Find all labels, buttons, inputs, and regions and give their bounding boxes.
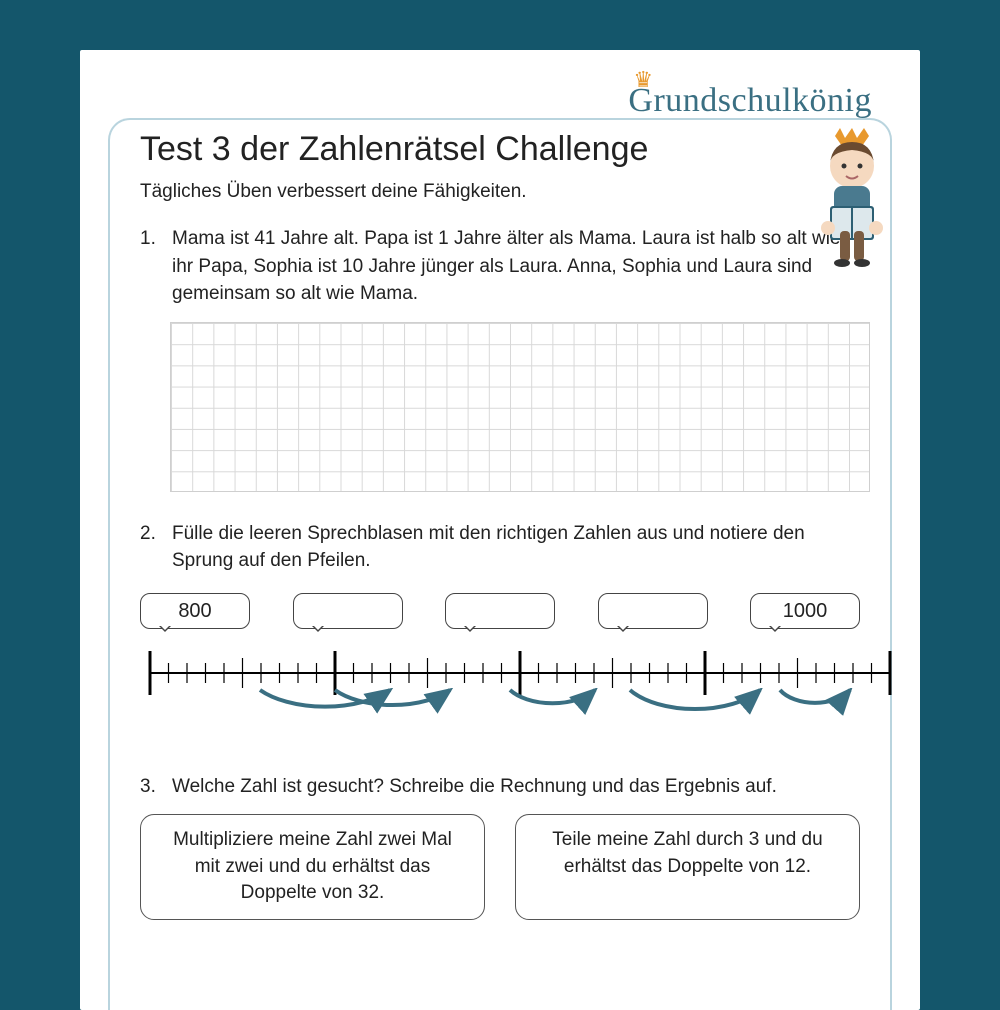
logo-text: Grundschulkönig	[628, 82, 872, 119]
jump-arcs-icon	[140, 688, 900, 748]
task-number: 3.	[140, 773, 162, 801]
answer-grid[interactable]	[170, 322, 870, 492]
mascot-boy-icon	[802, 128, 902, 268]
content-area: Test 3 der Zahlenrätsel Challenge Täglic…	[120, 80, 880, 920]
task-2: 2. Fülle die leeren Sprechblasen mit den…	[140, 520, 860, 575]
numberline-exercise: 800 1000	[140, 593, 860, 743]
task-1: 1. Mama ist 41 Jahre alt. Papa ist 1 Jah…	[140, 225, 860, 308]
task-3: 3. Welche Zahl ist gesucht? Schreibe die…	[140, 773, 860, 801]
speech-bubble[interactable]: 1000	[750, 593, 860, 629]
subtitle: Tägliches Üben verbessert deine Fähigkei…	[140, 181, 860, 203]
task-text: Welche Zahl ist gesucht? Schreibe die Re…	[172, 773, 860, 801]
brand-logo: ♛ Grundschulkönig	[628, 82, 872, 120]
speech-bubble[interactable]	[445, 593, 555, 629]
speech-bubble[interactable]: 800	[140, 593, 250, 629]
task-text: Mama ist 41 Jahre alt. Papa ist 1 Jahre …	[172, 225, 860, 308]
speech-bubble[interactable]	[598, 593, 708, 629]
task-number: 2.	[140, 520, 162, 575]
riddle-row: Multipliziere meine Zahl zwei Mal mit zw…	[140, 814, 860, 920]
riddle-box: Teile meine Zahl durch 3 und du erhältst…	[515, 814, 860, 920]
riddle-box: Multipliziere meine Zahl zwei Mal mit zw…	[140, 814, 485, 920]
speech-bubble[interactable]	[293, 593, 403, 629]
crown-icon: ♛	[633, 67, 653, 93]
task-text: Fülle die leeren Sprechblasen mit den ri…	[172, 520, 860, 575]
page-title: Test 3 der Zahlenrätsel Challenge	[140, 130, 860, 169]
task-number: 1.	[140, 225, 162, 308]
worksheet-page: ♛ Grundschulkönig Test 3 der Zahlenrätse…	[80, 50, 920, 1010]
bubble-row: 800 1000	[140, 593, 860, 629]
